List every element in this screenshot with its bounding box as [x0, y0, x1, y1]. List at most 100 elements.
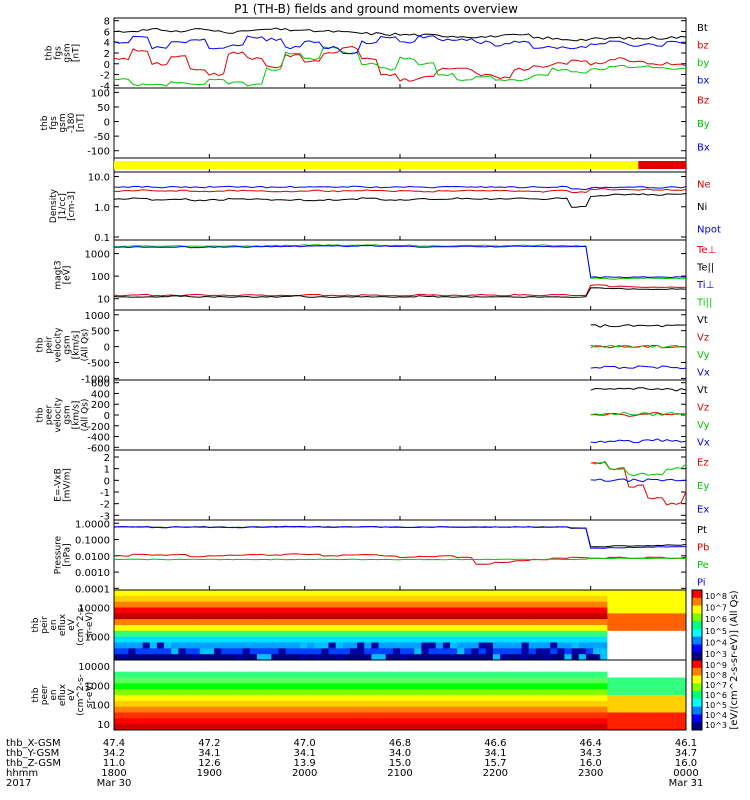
spectrogram-cell — [478, 695, 487, 702]
y-axis-label-line: sr-eV) — [85, 612, 95, 638]
spectrogram-cell — [114, 636, 122, 643]
spectrogram-cell — [378, 613, 387, 620]
spectrogram-cell — [314, 648, 322, 655]
spectrogram-cell — [114, 660, 122, 667]
spectrogram-cell — [257, 590, 265, 597]
spectrogram-cell — [392, 636, 401, 643]
spectrogram-cell — [678, 613, 687, 620]
spectrogram-cell — [314, 595, 322, 603]
spectrogram-cell — [635, 683, 644, 690]
spectrogram-cell — [149, 590, 158, 597]
spectrogram-cell — [478, 601, 487, 608]
spectrogram-cell — [664, 683, 673, 690]
spectrogram-cell — [292, 718, 301, 725]
spectrogram-cell — [471, 724, 480, 731]
spectrogram-cell — [371, 613, 380, 620]
spectrogram-cell — [435, 654, 444, 661]
spectrogram-cell — [407, 613, 415, 620]
spectrogram-cell — [471, 695, 480, 702]
spectrogram-cell — [114, 625, 122, 632]
spectrogram-cell — [593, 595, 601, 603]
spectrogram-cell — [178, 636, 186, 643]
spectrogram-cell — [571, 671, 580, 678]
spectrogram-cell — [249, 677, 258, 684]
spectrogram-cell — [128, 625, 136, 632]
spectrogram-cell — [543, 718, 551, 725]
series-line-Vx — [590, 365, 687, 370]
spectrogram-cell — [457, 595, 465, 603]
spectrogram-cell — [678, 607, 687, 614]
spectrogram-cell — [457, 712, 465, 719]
spectrogram-cell — [528, 607, 537, 614]
spectrogram-cell — [285, 706, 294, 713]
spectrogram-cell — [249, 619, 258, 626]
spectrogram-cell — [500, 601, 508, 608]
spectrogram-cell — [564, 654, 573, 661]
spectrogram-cell — [643, 642, 651, 649]
colorbar-swatch — [692, 706, 702, 715]
spectrogram-cell — [450, 718, 458, 725]
spectrogram-cell — [671, 683, 680, 690]
spectrogram-cell — [400, 724, 408, 731]
spectrogram-cell — [585, 601, 594, 608]
spectrogram-cell — [643, 601, 651, 608]
spectrogram-cell — [178, 642, 186, 649]
spectrogram-cell — [407, 724, 415, 731]
spectrogram-cell — [557, 724, 565, 731]
spectrogram-cell — [271, 683, 279, 690]
legend-entry: by — [697, 58, 709, 69]
spectrogram-cell — [635, 630, 644, 638]
spectrogram-cell — [292, 665, 301, 673]
spectrogram-cell — [378, 630, 387, 638]
spectrogram-cell — [385, 613, 394, 620]
spectrogram-cell — [457, 607, 465, 614]
spectrogram-cell — [478, 619, 487, 626]
spectrogram-cell — [271, 648, 279, 655]
spectrogram-cell — [550, 654, 558, 661]
spectrogram-cell — [585, 665, 594, 673]
y-tick-label: 0.1 — [94, 233, 110, 244]
spectrogram-cell — [543, 689, 551, 696]
spectrogram-cell — [285, 671, 294, 678]
y-axis-label: thb peir velocity gsm [km/s] (All Qs) — [36, 327, 91, 363]
spectrogram-cell — [142, 654, 151, 661]
spectrogram-cell — [364, 677, 372, 684]
spectrogram-cell — [428, 700, 437, 708]
spectrogram-cell — [628, 654, 637, 661]
spectrogram-cell — [242, 665, 251, 673]
spectrogram-cell — [314, 718, 322, 725]
spectrogram-cell — [321, 677, 329, 684]
spectrogram-cell — [442, 607, 451, 614]
spectrogram-cell — [457, 706, 465, 713]
spectrogram-cell — [128, 636, 136, 643]
spectrogram-cell — [121, 671, 129, 678]
spectrogram-cell — [442, 683, 451, 690]
spectrogram-cell — [257, 630, 265, 638]
y-tick-label: -1000 — [81, 374, 110, 385]
spectrogram-cell — [593, 607, 601, 614]
spectrogram-cell — [407, 590, 415, 597]
spectrogram-cell — [635, 712, 644, 719]
spectrogram-cell — [128, 601, 136, 608]
spectrogram-cell — [149, 625, 158, 632]
spectrogram-cell — [364, 665, 372, 673]
spectrogram-cell — [550, 619, 558, 626]
spectrogram-cell — [485, 625, 494, 632]
colorbar-swatch — [692, 691, 702, 700]
spectrogram-cell — [214, 630, 222, 638]
spectrogram-cell — [400, 677, 408, 684]
spectrogram-cell — [171, 613, 179, 620]
spectrogram-cell — [264, 648, 272, 655]
spectrogram-cell — [221, 619, 229, 626]
spectrogram-cell — [307, 601, 315, 608]
spectrogram-cell — [628, 712, 637, 719]
colorbar-swatch — [692, 698, 702, 708]
spectrogram-cell — [214, 689, 222, 696]
spectrogram-cell — [392, 683, 401, 690]
spectrogram-cell — [371, 625, 380, 632]
spectrogram-cell — [378, 625, 387, 632]
y-axis-label-line: eflux — [58, 613, 68, 636]
y-tick-label: -1 — [100, 488, 110, 499]
spectrogram-cell — [414, 636, 422, 643]
series-line-Ne — [113, 188, 687, 194]
